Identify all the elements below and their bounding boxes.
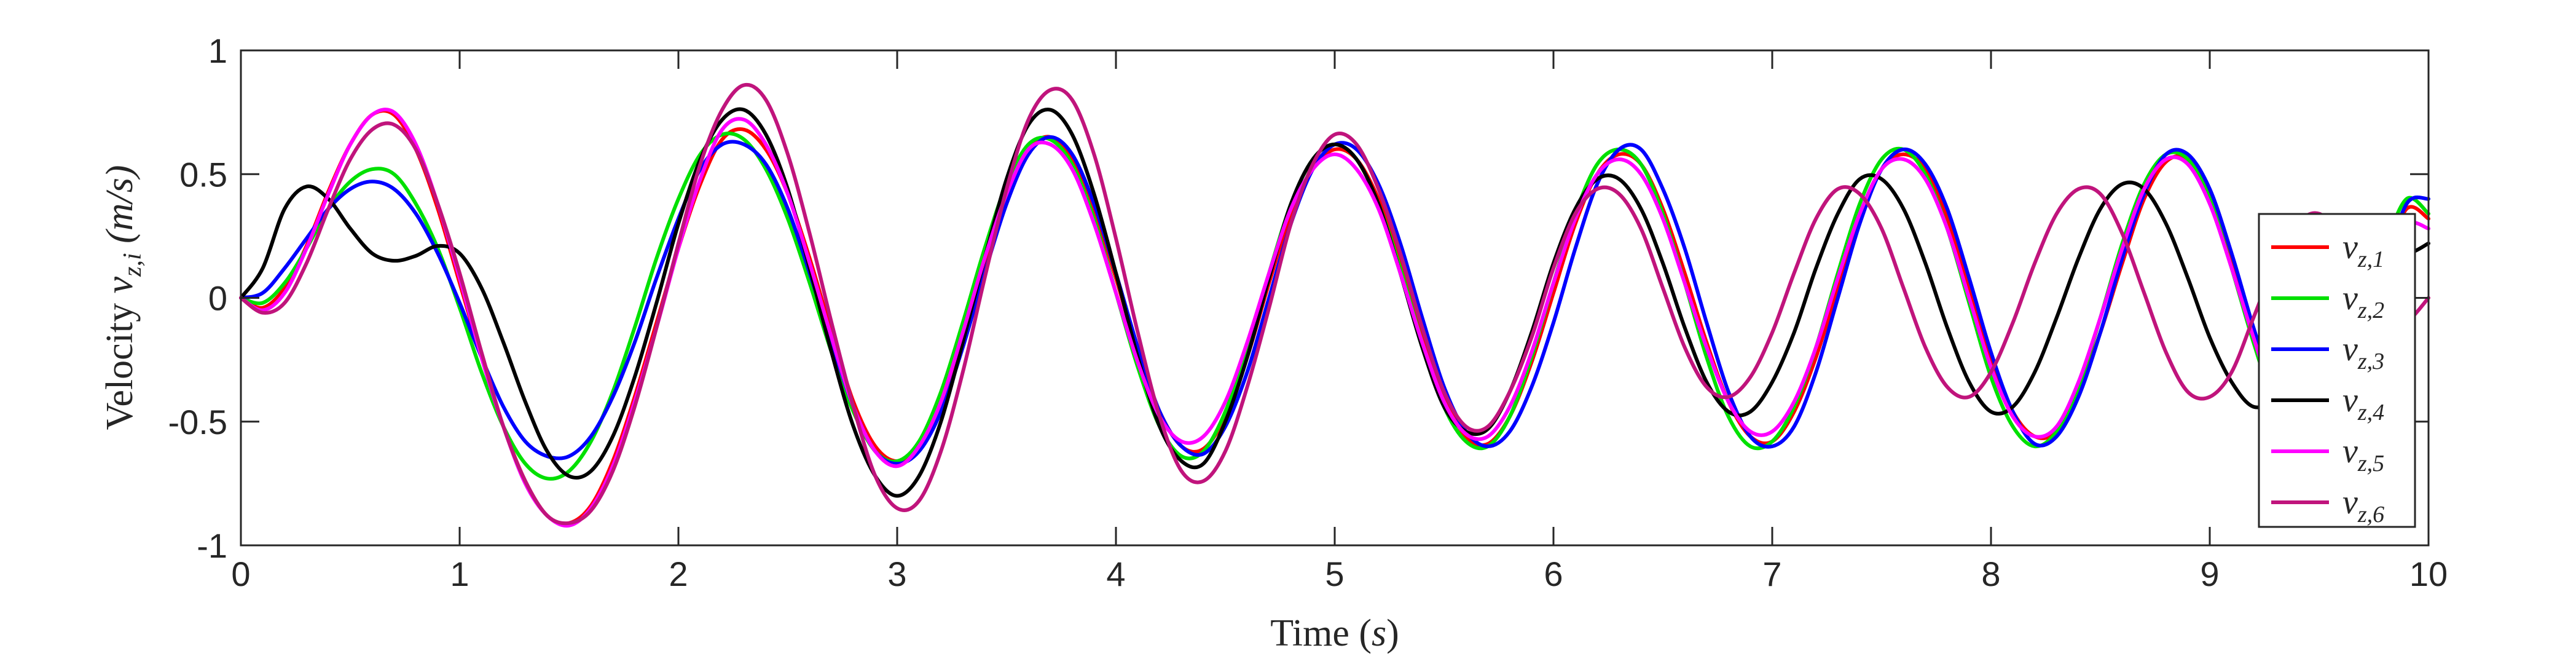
legend-label-subscript: z,1 — [2357, 247, 2384, 272]
legend-label-6: vz,6 — [2342, 483, 2384, 528]
legend-label-5: vz,5 — [2342, 432, 2384, 476]
series-line-4 — [239, 107, 2430, 498]
x-axis-label-unit: s — [1372, 612, 1386, 654]
x-axis-label-prefix: Time ( — [1270, 612, 1372, 654]
legend-label-subscript: z,4 — [2357, 400, 2384, 425]
x-tick-label: 0 — [231, 555, 250, 593]
legend-box — [2258, 213, 2416, 528]
legend-label-3: vz,3 — [2342, 330, 2384, 374]
series-layer — [239, 82, 2430, 528]
y-axis-label-subscript: z,i — [119, 253, 147, 277]
x-tick-label: 7 — [1762, 555, 1781, 593]
y-axis-label-prefix: Velocity — [99, 293, 141, 430]
x-axis-label-suffix: ) — [1386, 612, 1399, 654]
y-axis-label-symbol: v — [99, 276, 141, 293]
legend-label-4: vz,4 — [2342, 381, 2384, 425]
x-tick-label: 10 — [2409, 555, 2448, 593]
legend-label-base: v — [2342, 228, 2358, 266]
y-tick-label: -1 — [197, 526, 227, 565]
x-axis-label: Time (s) — [1270, 612, 1399, 654]
legend-label-subscript: z,2 — [2357, 298, 2384, 323]
series-line-6 — [239, 82, 2430, 526]
y-tick-label: -0.5 — [168, 403, 228, 441]
y-axis-ticks: 1 0.5 0 -0.5 -1 — [168, 31, 2429, 565]
legend-label-1: vz,1 — [2342, 228, 2384, 272]
legend-label-base: v — [2342, 381, 2358, 419]
legend-label-base: v — [2342, 330, 2358, 368]
legend: vz,1vz,2vz,3vz,4vz,5vz,6 — [2258, 213, 2416, 528]
x-tick-label: 1 — [450, 555, 469, 593]
legend-label-subscript: z,5 — [2357, 451, 2384, 476]
y-tick-label: 1 — [208, 31, 227, 70]
legend-items: vz,1vz,2vz,3vz,4vz,5vz,6 — [2271, 228, 2384, 528]
x-tick-label: 3 — [887, 555, 906, 593]
x-axis-ticks: 0 1 2 3 4 5 6 7 8 9 10 — [231, 50, 2448, 593]
x-tick-label: 8 — [1981, 555, 2000, 593]
x-tick-label: 2 — [669, 555, 688, 593]
legend-label-subscript: z,3 — [2357, 349, 2384, 374]
x-tick-label: 5 — [1325, 555, 1344, 593]
y-tick-label: 0 — [208, 279, 227, 318]
legend-label-2: vz,2 — [2342, 279, 2384, 323]
x-tick-label: 6 — [1544, 555, 1563, 593]
y-axis-label: Velocity vz,i (m/s) — [99, 165, 147, 430]
x-tick-label: 4 — [1106, 555, 1125, 593]
y-axis-label-unit: (m/s) — [99, 165, 141, 253]
x-tick-label: 9 — [2200, 555, 2219, 593]
legend-label-subscript: z,6 — [2357, 502, 2384, 528]
series-line-5 — [239, 108, 2430, 528]
y-tick-label: 0.5 — [179, 155, 227, 194]
legend-label-base: v — [2342, 483, 2358, 521]
legend-label-base: v — [2342, 432, 2358, 470]
legend-label-base: v — [2342, 279, 2358, 317]
